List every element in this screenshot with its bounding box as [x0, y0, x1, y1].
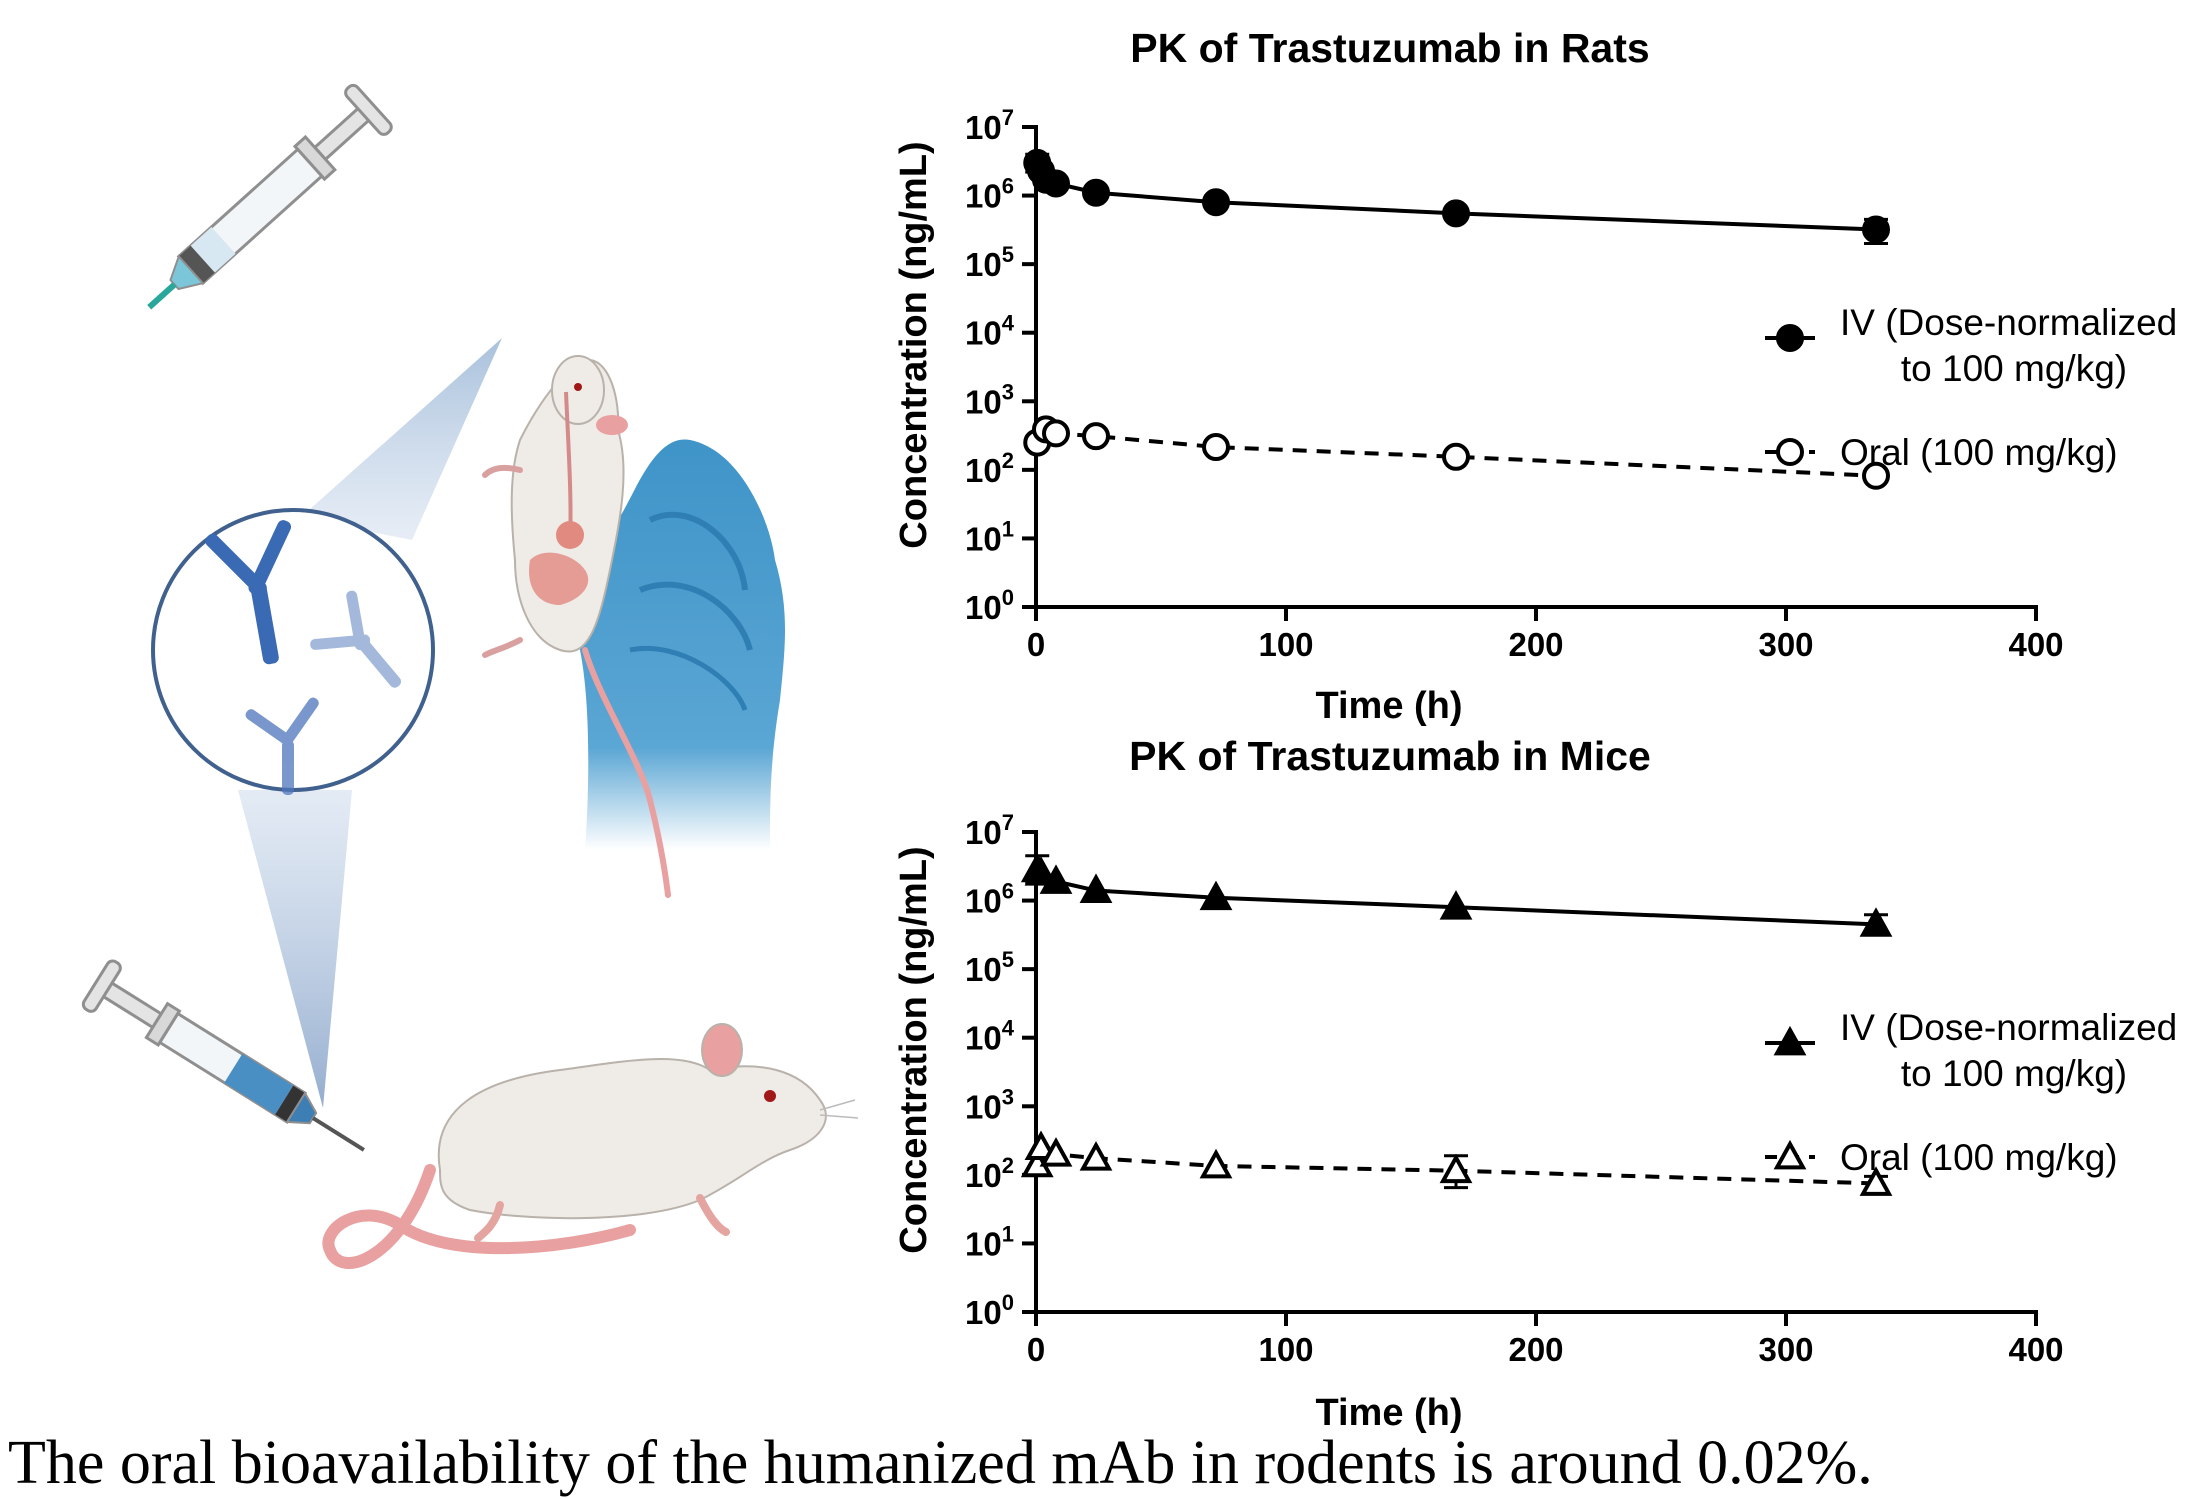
data-point: [1079, 1141, 1113, 1171]
data-point: [1042, 169, 1070, 198]
x-tick-label: 200: [1508, 1331, 1563, 1368]
plot-area: 100 101 102 103 104 105 106 107 0 100 200 300 400: [965, 105, 2064, 663]
data-point: [1042, 419, 1070, 448]
y-tick-label: 104: [965, 311, 1015, 352]
rat-icon: [482, 355, 671, 898]
legend-marker-0: [1773, 1025, 1807, 1056]
legend-label-line2: to 100 mg/kg): [1901, 348, 2127, 389]
x-tick-label: 200: [1508, 626, 1563, 663]
syringe-icon-bottom: [81, 959, 365, 1152]
legend-marker-1: [1773, 1139, 1807, 1170]
legend-marker-0: [1776, 324, 1804, 352]
x-tick-label: 0: [1027, 1331, 1045, 1368]
data-point: [1024, 856, 1058, 886]
beam-top: [300, 338, 502, 540]
data-point: [1859, 1166, 1893, 1196]
legend-label: IV (Dose-normalized: [1840, 1007, 2177, 1048]
y-tick-label: 107: [965, 810, 1014, 851]
legend-label: Oral (100 mg/kg): [1840, 432, 2118, 473]
y-tick-label: 106: [965, 879, 1014, 920]
mouse-icon: [322, 1023, 859, 1269]
x-tick-label: 400: [2008, 1331, 2063, 1368]
y-tick-label: 105: [965, 947, 1014, 988]
y-tick-label: 106: [965, 174, 1014, 215]
data-point: [1199, 880, 1233, 911]
x-axis-title: Time (h): [1315, 685, 1462, 727]
illustration: [81, 83, 859, 1269]
chart-rats: PK of Trastuzumab in Rats Concentration …: [893, 25, 2177, 727]
plot-area: 100 101 102 103 104 105 106 107 0 100 200 300 400: [965, 810, 2064, 1368]
data-point: [1439, 890, 1473, 920]
data-point: [1859, 907, 1893, 937]
y-axis-title: Concentration (ng/mL): [893, 846, 935, 1253]
data-point: [1202, 188, 1230, 217]
x-tick-label: 300: [1758, 626, 1813, 663]
y-tick-label: 102: [965, 448, 1014, 489]
data-point: [1039, 864, 1073, 894]
data-point: [1862, 461, 1890, 490]
y-tick-label: 101: [965, 1221, 1014, 1262]
syringe-icon-top: [147, 83, 393, 310]
y-tick-label: 100: [965, 585, 1014, 626]
data-point: [1082, 422, 1110, 451]
legend: IV (Dose-normalized to 100 mg/kg) Oral (10…: [1765, 302, 2177, 473]
chart-title: PK of Trastuzumab in Rats: [1130, 25, 1649, 71]
data-point: [1439, 1153, 1473, 1184]
y-tick-label: 105: [965, 242, 1014, 283]
data-point: [1082, 178, 1110, 207]
chart-title: PK of Trastuzumab in Mice: [1129, 733, 1651, 779]
beam-bottom: [238, 790, 352, 1108]
legend: IV (Dose-normalized to 100 mg/kg) Oral (10…: [1765, 1007, 2177, 1178]
legend-marker-1: [1776, 438, 1804, 466]
x-tick-label: 100: [1258, 1331, 1313, 1368]
y-tick-label: 104: [965, 1016, 1015, 1057]
x-tick-label: 0: [1027, 626, 1045, 663]
chart-mice: PK of Trastuzumab in Mice Concentration …: [893, 733, 2177, 1434]
x-axis-title: Time (h): [1315, 1392, 1462, 1434]
x-tick-label: 100: [1258, 626, 1313, 663]
legend-label: IV (Dose-normalized: [1840, 302, 2177, 343]
y-tick-label: 103: [965, 379, 1014, 420]
data-point: [1442, 199, 1470, 228]
y-tick-label: 100: [965, 1290, 1014, 1331]
antibody-inset: [151, 508, 435, 795]
x-tick-label: 300: [1758, 1331, 1813, 1368]
data-point: [1039, 1137, 1073, 1167]
legend-label: Oral (100 mg/kg): [1840, 1137, 2118, 1178]
data-point: [1442, 442, 1470, 471]
data-point: [1202, 433, 1230, 462]
antibody-icon: [205, 520, 402, 795]
data-point: [1079, 873, 1113, 903]
figure-caption: The oral bioavailability of the humanize…: [8, 1429, 1873, 1497]
data-point: [1862, 215, 1890, 244]
data-point: [1199, 1148, 1233, 1179]
legend-label-line2: to 100 mg/kg): [1901, 1053, 2127, 1094]
y-tick-label: 102: [965, 1153, 1014, 1194]
y-tick-label: 103: [965, 1084, 1014, 1125]
y-tick-label: 107: [965, 105, 1014, 146]
x-tick-label: 400: [2008, 626, 2063, 663]
y-axis-title: Concentration (ng/mL): [893, 141, 935, 548]
y-tick-label: 101: [965, 516, 1014, 557]
data-point: [1024, 1130, 1058, 1160]
